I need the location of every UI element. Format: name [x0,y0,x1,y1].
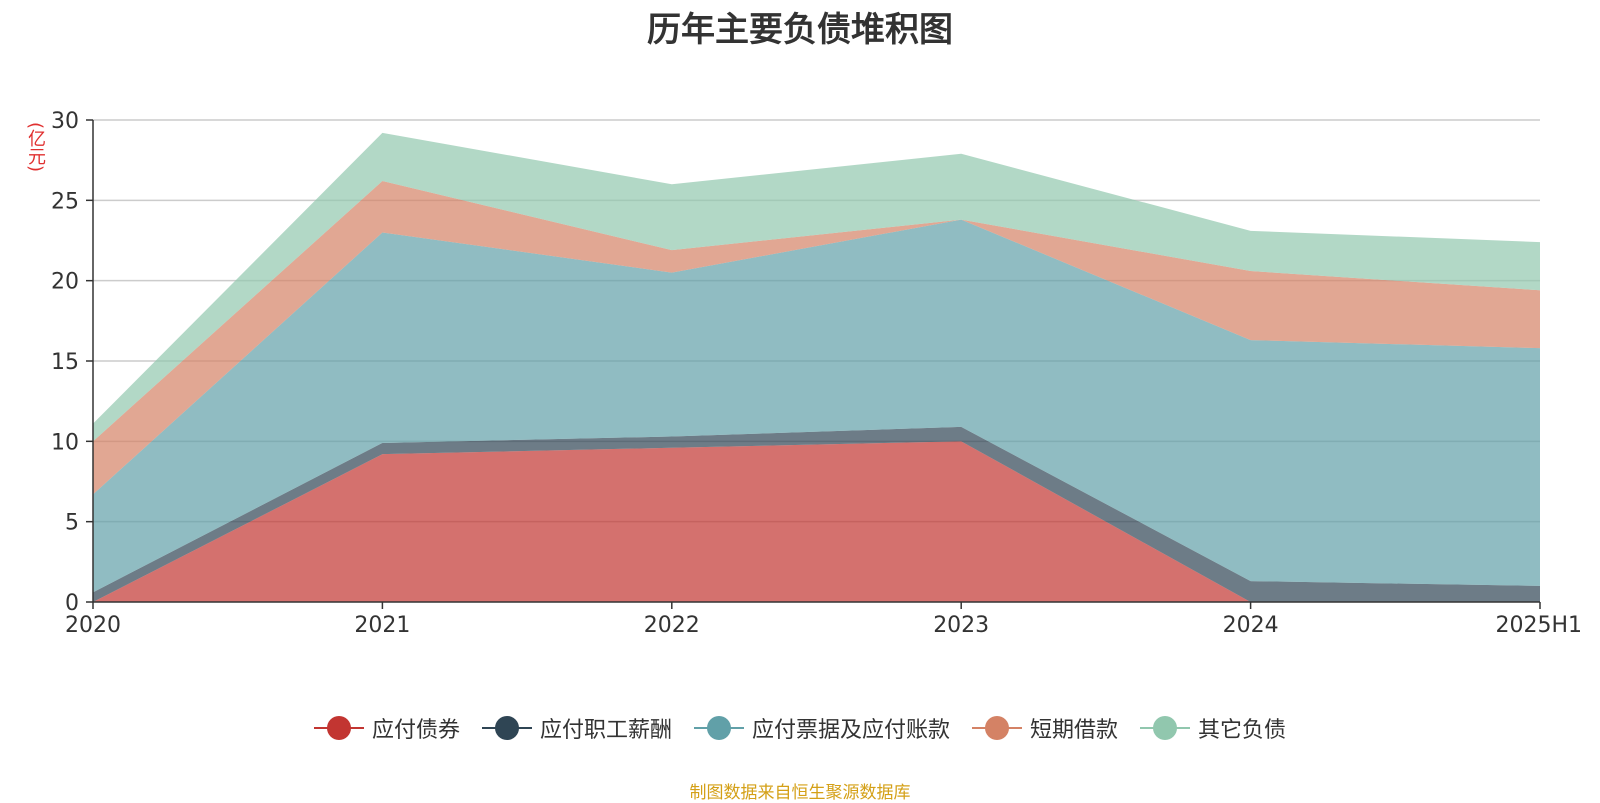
x-tick-label: 2021 [354,613,410,638]
area-series-0 [93,441,1540,602]
x-tick-label: 2020 [65,613,121,638]
legend-label: 应付职工薪酬 [539,718,672,743]
legend-marker [693,715,744,741]
area-series-1 [93,426,1540,602]
y-tick-label: 10 [51,430,79,455]
y-axis-unit-label: (亿元) [25,122,46,173]
legend-item[interactable]: 应付票据及应付账款 [693,712,950,744]
y-tick-label: 5 [65,511,79,536]
legend-marker [1140,715,1191,741]
y-tick-label: 30 [51,109,79,134]
x-tick-label: 2024 [1223,613,1279,638]
x-tick-label: 2025H1 [1495,613,1582,638]
legend-label: 应付票据及应付账款 [751,718,950,743]
x-tick-label: 2023 [933,613,989,638]
legend-marker [313,715,364,741]
y-tick-label: 25 [51,189,79,214]
x-tick-label: 2022 [644,613,700,638]
area-series-4 [93,132,1540,442]
chart-plot: 0 5 10 15 20 25 30 2020 2021 2022 2023 2024 2025H1 [51,109,1582,638]
y-tick-label: 20 [51,270,79,295]
legend-item[interactable]: 应付职工薪酬 [481,712,672,744]
area-series-2 [93,219,1540,593]
legend-label: 其它负债 [1198,718,1287,743]
chart-title: 历年主要负债堆积图 [647,10,953,50]
y-tick-label: 15 [51,350,79,375]
legend-marker [481,715,532,741]
area-series-3 [93,181,1540,495]
legend-label: 短期借款 [1030,718,1119,743]
y-tick-label: 0 [65,591,79,616]
chart-legend: 应付债券 应付职工薪酬 应付票据及应付账款 短期借款 其它负债 [0,712,1600,744]
data-source-note: 制图数据来自恒生聚源数据库 [689,783,911,803]
legend-label: 应付债券 [371,718,460,743]
legend-marker [972,715,1022,741]
legend-item[interactable]: 短期借款 [972,712,1118,744]
legend-item[interactable]: 应付债券 [313,712,460,744]
legend-item[interactable]: 其它负债 [1140,712,1286,744]
